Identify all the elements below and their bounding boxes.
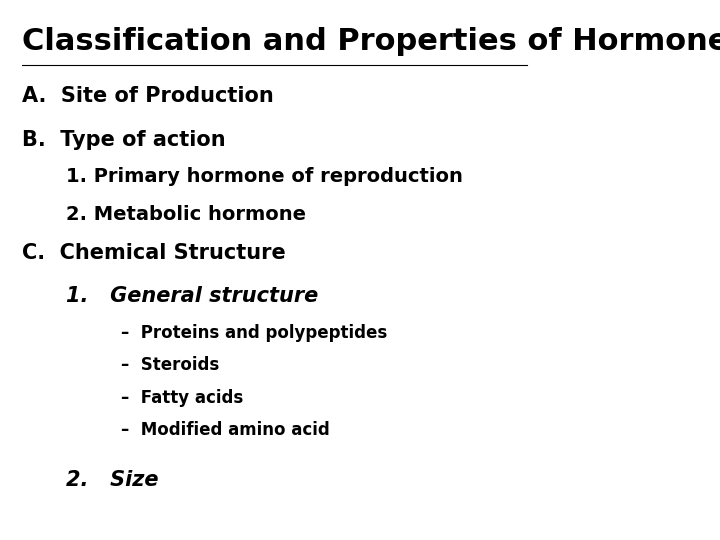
Text: –  Proteins and polypeptides: – Proteins and polypeptides bbox=[121, 324, 387, 342]
Text: 1.   General structure: 1. General structure bbox=[66, 286, 318, 306]
Text: A.  Site of Production: A. Site of Production bbox=[22, 86, 274, 106]
Text: 1. Primary hormone of reproduction: 1. Primary hormone of reproduction bbox=[66, 167, 463, 186]
Text: –  Steroids: – Steroids bbox=[121, 356, 219, 374]
Text: 2. Metabolic hormone: 2. Metabolic hormone bbox=[66, 205, 306, 224]
Text: Classification and Properties of Hormone: Classification and Properties of Hormone bbox=[22, 27, 720, 56]
Text: –  Modified amino acid: – Modified amino acid bbox=[121, 421, 330, 439]
Text: 2.   Size: 2. Size bbox=[66, 470, 158, 490]
Text: B.  Type of action: B. Type of action bbox=[22, 130, 225, 150]
Text: –  Fatty acids: – Fatty acids bbox=[121, 389, 243, 407]
Text: C.  Chemical Structure: C. Chemical Structure bbox=[22, 243, 286, 263]
